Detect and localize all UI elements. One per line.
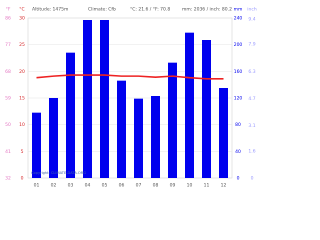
f-tick-label: 86 bbox=[5, 16, 11, 22]
inch-tick-label: 4.7 bbox=[248, 96, 255, 102]
header-temp: °C: 21.6 / °F: 70.8 bbox=[130, 7, 170, 13]
x-tick-label: 11 bbox=[204, 183, 210, 189]
bar bbox=[202, 40, 211, 178]
unit-c: °C bbox=[19, 7, 24, 13]
x-tick-label: 03 bbox=[68, 183, 74, 189]
y-tick-label: 25 bbox=[19, 42, 25, 48]
bar bbox=[117, 80, 126, 178]
y2-tick-label: 120 bbox=[234, 96, 243, 102]
temperature-line bbox=[36, 74, 224, 80]
x-tick-label: 05 bbox=[102, 183, 108, 189]
y2-tick-label: 240 bbox=[234, 16, 243, 22]
bar bbox=[134, 98, 143, 178]
y-tick-label: 30 bbox=[19, 16, 25, 22]
y2-tick-label: 40 bbox=[235, 149, 241, 155]
unit-mm: mm bbox=[234, 8, 243, 13]
header-altitude: Altitude: 1475m bbox=[32, 7, 68, 13]
chart: °F °C Altitude: 1475m Climate: Cfb °C: 2… bbox=[5, 7, 257, 189]
y2-tick-label: 200 bbox=[234, 42, 243, 48]
y-tick-label: 5 bbox=[21, 149, 24, 155]
f-tick-label: 50 bbox=[5, 122, 11, 128]
x-tick-label: 12 bbox=[221, 183, 227, 189]
bar bbox=[151, 96, 160, 178]
x-tick-label: 10 bbox=[187, 183, 193, 189]
header-precip: mm: 2036 / inch: 80.2 bbox=[182, 7, 232, 13]
y-tick-label: 10 bbox=[19, 122, 25, 128]
y-tick-label: 20 bbox=[19, 69, 25, 75]
y2-tick-label: 0 bbox=[237, 176, 240, 182]
copyright: Copyright: CLIMATE-DATA.ORG bbox=[31, 171, 86, 175]
f-tick-label: 41 bbox=[5, 149, 11, 155]
inch-tick-label: 9.4 bbox=[248, 16, 255, 22]
x-tick-label: 07 bbox=[136, 183, 142, 189]
f-tick-label: 68 bbox=[5, 69, 11, 75]
bar bbox=[185, 32, 194, 178]
unit-f: °F bbox=[6, 7, 11, 13]
inch-tick-label: 6.3 bbox=[248, 69, 255, 75]
x-tick-label: 09 bbox=[170, 183, 176, 189]
x-tick-label: 04 bbox=[85, 183, 91, 189]
y2-tick-label: 80 bbox=[235, 122, 241, 128]
f-tick-label: 59 bbox=[5, 96, 11, 102]
bar bbox=[219, 88, 228, 178]
bar bbox=[83, 20, 92, 178]
x-tick-label: 01 bbox=[34, 183, 40, 189]
bar bbox=[66, 52, 75, 178]
y-tick-label: 15 bbox=[19, 96, 25, 102]
inch-tick-label: 7.9 bbox=[248, 42, 255, 48]
bar bbox=[168, 62, 177, 178]
f-tick-label: 77 bbox=[5, 42, 11, 48]
bar bbox=[49, 98, 58, 178]
header-climate: Climate: Cfb bbox=[88, 7, 116, 13]
x-tick-label: 08 bbox=[153, 183, 159, 189]
bar bbox=[100, 20, 109, 178]
y-tick-label: 0 bbox=[21, 176, 24, 182]
y2-tick-label: 160 bbox=[234, 69, 243, 75]
bar bbox=[32, 112, 41, 178]
f-tick-label: 32 bbox=[5, 176, 11, 182]
inch-tick-label: 0 bbox=[251, 176, 254, 182]
inch-tick-label: 1.6 bbox=[248, 148, 255, 154]
unit-inch: inch bbox=[247, 7, 257, 13]
x-tick-label: 06 bbox=[119, 183, 125, 189]
inch-tick-label: 3.1 bbox=[248, 123, 255, 129]
x-tick-label: 02 bbox=[51, 183, 57, 189]
